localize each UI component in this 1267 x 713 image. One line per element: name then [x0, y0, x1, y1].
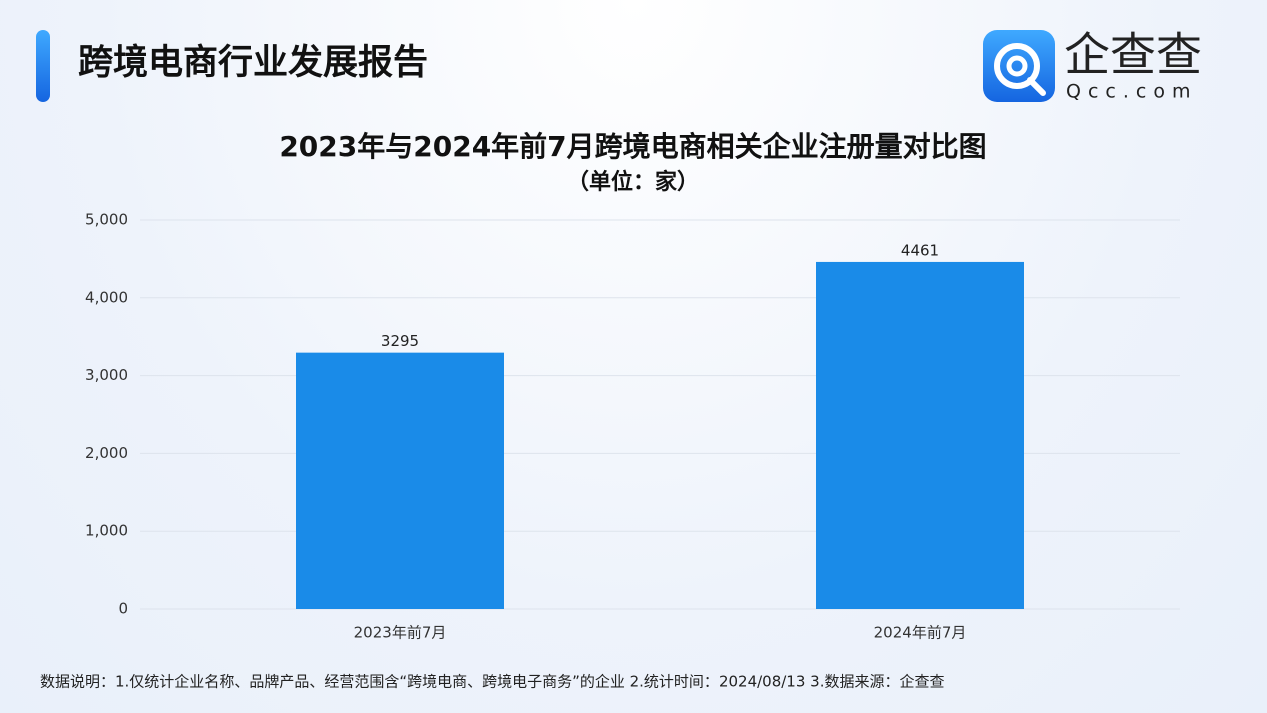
- bar: [296, 352, 504, 609]
- chart-subtitle: （单位：家）: [567, 169, 699, 195]
- accent-bar: [36, 30, 50, 102]
- value-label: 3295: [381, 332, 419, 350]
- footnote: 数据说明：1.仅统计企业名称、品牌产品、经营范围含“跨境电商、跨境电子商务”的企…: [40, 673, 944, 691]
- y-tick-label: 2,000: [85, 444, 128, 462]
- value-label: 4461: [901, 241, 939, 259]
- header-title: 跨境电商行业发展报告: [78, 43, 428, 83]
- logo-glyph: [1006, 55, 1028, 77]
- y-tick-label: 1,000: [85, 522, 128, 540]
- x-tick-label: 2024年前7月: [874, 624, 967, 642]
- x-tick-label: 2023年前7月: [354, 624, 447, 642]
- bar: [816, 261, 1024, 609]
- y-tick-label: 4,000: [85, 288, 128, 306]
- logo-glyph: [994, 43, 1040, 89]
- y-tick-label: 3,000: [85, 366, 128, 384]
- logo-glyph: [1027, 77, 1046, 96]
- logo-domain: Qcc.com: [1066, 81, 1197, 103]
- logo-name: 企查查: [1064, 28, 1202, 82]
- chart-title: 2023年与2024年前7月跨境电商相关企业注册量对比图: [279, 130, 986, 163]
- y-tick-label: 5,000: [85, 211, 128, 229]
- y-tick-label: 0: [118, 600, 128, 618]
